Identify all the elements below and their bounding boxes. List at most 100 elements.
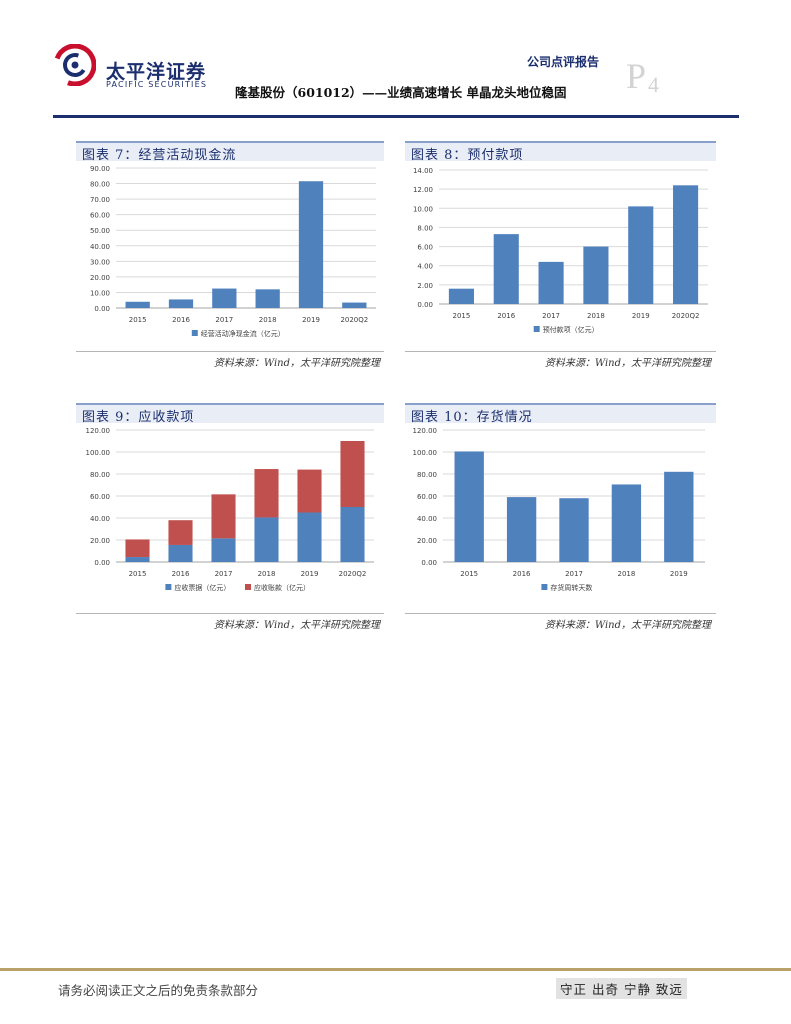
y-tick-label: 60.00 <box>90 212 110 220</box>
y-tick-label: 14.00 <box>413 167 433 175</box>
bar <box>673 185 699 304</box>
x-tick-label: 2016 <box>497 312 515 320</box>
bar <box>506 497 537 562</box>
bar <box>125 301 150 308</box>
legend-swatch <box>245 584 251 590</box>
y-tick-label: 60.00 <box>417 493 437 501</box>
bar <box>297 469 322 513</box>
bar <box>628 206 654 304</box>
y-tick-label: 40.00 <box>90 515 110 523</box>
bar <box>611 484 642 562</box>
bar <box>342 302 367 308</box>
legend-label: 应收账款（亿元） <box>254 583 310 592</box>
bar <box>538 261 564 304</box>
x-tick-label: 2020Q2 <box>672 312 700 320</box>
figure-9-title: 图表 9：应收款项 <box>82 410 195 425</box>
bar <box>254 517 279 562</box>
bar <box>454 451 484 562</box>
y-tick-label: 20.00 <box>417 537 437 545</box>
legend-swatch <box>541 584 548 590</box>
bar <box>125 539 150 558</box>
bar <box>493 234 519 304</box>
bar <box>448 288 474 304</box>
company-logo-icon <box>53 43 97 87</box>
figure-7-title: 图表 7：经营活动现金流 <box>82 148 237 163</box>
y-tick-label: 10.00 <box>90 289 110 297</box>
figure-10-chart: 0.00 20.00 40.00 60.00 80.00 100.00 120.00 2015… <box>413 427 705 592</box>
bar <box>255 289 280 308</box>
y-tick-label: 30.00 <box>90 258 110 266</box>
x-tick-label: 2017 <box>215 316 233 324</box>
x-tick-label: 2018 <box>258 570 276 578</box>
x-tick-label: 2018 <box>259 316 277 324</box>
figure-7-header: 图表 7：经营活动现金流 <box>76 141 384 163</box>
figure-8-source: 资料来源：Wind，太平洋研究院整理 <box>544 358 711 369</box>
figure-9-chart: 0.00 20.00 40.00 60.00 80.00 100.00 120.00 2015… <box>86 427 374 592</box>
bar <box>583 246 609 304</box>
y-tick-label: 6.00 <box>417 244 433 252</box>
bar <box>125 557 150 562</box>
bar <box>559 498 589 562</box>
brand-name-en: PACIFIC SECURITIES <box>106 80 208 89</box>
x-tick-label: 2016 <box>172 570 190 578</box>
bar <box>168 299 194 308</box>
figure-10-header: 图表 10：存货情况 <box>405 403 716 425</box>
x-tick-label: 2020Q2 <box>339 570 367 578</box>
y-tick-label: 0.00 <box>94 559 110 567</box>
figure-10-source: 资料来源：Wind，太平洋研究院整理 <box>544 620 711 631</box>
x-tick-label: 2015 <box>460 570 478 578</box>
y-tick-label: 70.00 <box>90 196 110 204</box>
x-tick-label: 2016 <box>172 316 190 324</box>
y-tick-label: 12.00 <box>413 186 433 194</box>
x-tick-label: 2017 <box>565 570 583 578</box>
figure-8-title: 图表 8：预付款项 <box>411 148 524 163</box>
x-tick-label: 2019 <box>301 570 319 578</box>
y-tick-label: 80.00 <box>90 181 110 189</box>
y-tick-label: 80.00 <box>417 471 437 479</box>
y-tick-label: 120.00 <box>413 427 438 435</box>
y-tick-label: 20.00 <box>90 274 110 282</box>
bar <box>168 520 193 545</box>
y-tick-label: 0.00 <box>417 301 433 309</box>
y-tick-label: 40.00 <box>417 515 437 523</box>
x-tick-label: 2015 <box>129 316 147 324</box>
figure-9-header: 图表 9：应收款项 <box>76 403 384 425</box>
bar <box>298 181 324 308</box>
y-tick-label: 0.00 <box>94 305 110 313</box>
legend-label: 预付款项（亿元） <box>543 325 599 334</box>
bar <box>340 507 365 562</box>
legend-swatch <box>533 326 540 332</box>
figure-7-source: 资料来源：Wind，太平洋研究院整理 <box>213 358 380 369</box>
x-tick-label: 2019 <box>632 312 650 320</box>
bar <box>297 512 322 562</box>
y-tick-label: 80.00 <box>90 471 110 479</box>
bar <box>254 469 279 518</box>
legend-label: 存货周转天数 <box>550 583 592 592</box>
y-tick-label: 10.00 <box>413 205 433 213</box>
x-tick-label: 2017 <box>215 570 233 578</box>
y-tick-label: 90.00 <box>90 165 110 173</box>
figure-8-divider <box>405 351 716 352</box>
document-title: 隆基股份（601012）——业绩高速增长 单晶龙头地位稳固 <box>235 85 567 100</box>
y-tick-label: 100.00 <box>413 449 438 457</box>
report-type-label: 公司点评报告 <box>527 55 600 69</box>
y-tick-label: 4.00 <box>417 263 433 271</box>
bar <box>211 538 236 562</box>
bar <box>340 441 365 507</box>
bar <box>212 288 237 308</box>
figure-7-chart: 0.00 10.00 20.00 30.00 40.00 50.00 60.00 70.00 8… <box>90 165 376 338</box>
y-tick-label: 0.00 <box>421 559 437 567</box>
bar <box>168 544 193 562</box>
bar <box>211 494 236 539</box>
y-tick-label: 60.00 <box>90 493 110 501</box>
y-tick-label: 8.00 <box>417 224 433 232</box>
y-tick-label: 100.00 <box>86 449 111 457</box>
figure-8-header: 图表 8：预付款项 <box>405 141 716 163</box>
y-tick-label: 120.00 <box>86 427 111 435</box>
disclaimer-text: 请务必阅读正文之后的免责条款部分 <box>58 983 259 998</box>
x-tick-label: 2018 <box>617 570 635 578</box>
y-tick-label: 50.00 <box>90 227 110 235</box>
x-tick-label: 2015 <box>453 312 471 320</box>
x-tick-label: 2020Q2 <box>340 316 368 324</box>
figure-9-source: 资料来源：Wind，太平洋研究院整理 <box>213 620 380 631</box>
